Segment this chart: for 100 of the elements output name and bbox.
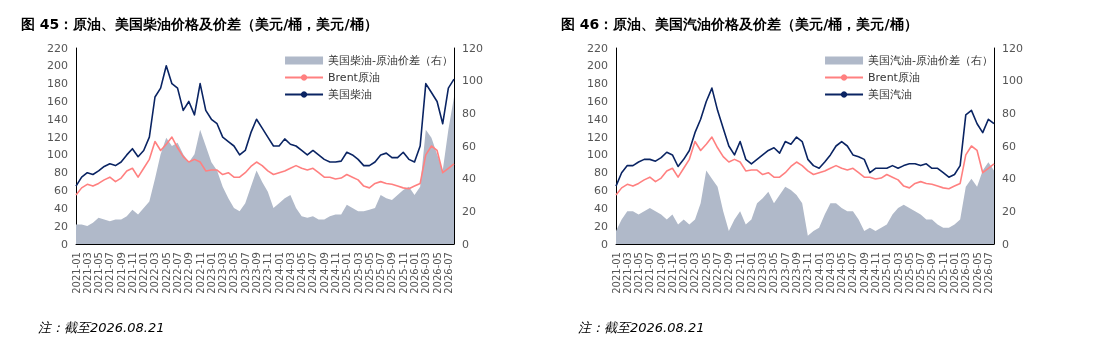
- line-series: [615, 87, 995, 187]
- x-tick-label: 2025-07: [375, 252, 387, 294]
- y-tick-label: 0: [601, 237, 608, 251]
- legend-label: Brent原油: [328, 71, 380, 84]
- y-tick-label: 100: [47, 148, 68, 162]
- y-tick-label: 100: [587, 148, 608, 162]
- x-tick-label: 2023-09: [251, 252, 263, 294]
- y2-tick-label: 100: [1002, 74, 1023, 88]
- y2-tick-label: 20: [462, 204, 476, 218]
- x-tick-label: 2023-09: [791, 252, 803, 294]
- y2-tick-label: 60: [1002, 139, 1016, 153]
- x-tick-label: 2023-03: [757, 252, 769, 294]
- x-tick-label: 2022-09: [183, 252, 195, 294]
- x-tick-label: 2024-09: [318, 252, 330, 294]
- x-tick-label: 2025-05: [363, 252, 375, 294]
- line-series: [75, 65, 455, 187]
- x-tick-label: 2026-01: [409, 252, 421, 294]
- x-tick-label: 2022-01: [138, 252, 150, 294]
- y-tick-label: 60: [54, 184, 68, 198]
- x-tick-label: 2024-03: [284, 252, 296, 294]
- x-tick-label: 2026-05: [971, 252, 983, 294]
- x-tick-label: 2021-07: [644, 252, 656, 294]
- y2-tick-label: 40: [1002, 172, 1016, 186]
- y-tick-label: 40: [594, 201, 608, 215]
- y2-tick-label: 20: [1002, 204, 1016, 218]
- x-tick-label: 2023-07: [779, 252, 791, 294]
- x-tick-label: 2022-05: [700, 252, 712, 294]
- y2-tick-label: 0: [1002, 237, 1009, 251]
- y2-tick-label: 120: [1002, 41, 1023, 55]
- y-tick-label: 200: [587, 59, 608, 73]
- x-tick-label: 2024-01: [813, 252, 825, 294]
- x-tick-label: 2022-11: [734, 252, 746, 294]
- x-tick-label: 2022-03: [149, 252, 161, 294]
- y2-tick-label: 40: [462, 172, 476, 186]
- x-tick-label: 2023-05: [228, 252, 240, 294]
- x-tick-label: 2024-05: [836, 252, 848, 294]
- x-tick-label: 2024-07: [847, 252, 859, 294]
- y-tick-label: 160: [587, 94, 608, 108]
- legend-label: 美国汽油: [868, 88, 913, 101]
- x-tick-label: 2022-01: [678, 252, 690, 294]
- legend-label: 美国汽油-原油价差（右）: [868, 54, 994, 67]
- y-tick-label: 20: [594, 219, 608, 233]
- x-tick-label: 2024-05: [296, 252, 308, 294]
- y-tick-label: 180: [587, 77, 608, 91]
- x-tick-label: 2022-11: [194, 252, 206, 294]
- x-tick-label: 2024-09: [858, 252, 870, 294]
- x-tick-label: 2021-05: [633, 252, 645, 294]
- x-tick-label: 2025-09: [926, 252, 938, 294]
- y-tick-label: 80: [54, 166, 68, 180]
- y-tick-label: 160: [47, 94, 68, 108]
- x-tick-label: 2026-05: [431, 252, 443, 294]
- x-tick-label: 2024-03: [824, 252, 836, 294]
- x-tick-label: 2023-05: [768, 252, 780, 294]
- y-tick-label: 140: [47, 112, 68, 126]
- x-tick-label: 2025-03: [892, 252, 904, 294]
- x-tick-label: 2022-03: [689, 252, 701, 294]
- x-tick-label: 2021-11: [666, 252, 678, 294]
- x-tick-label: 2023-03: [217, 252, 229, 294]
- text: 注：截至2026.08.21: [38, 320, 165, 335]
- line-series: [75, 136, 455, 196]
- y-tick-label: 40: [54, 201, 68, 215]
- x-tick-label: 2022-09: [723, 252, 735, 294]
- y-tick-label: 220: [587, 41, 608, 55]
- x-tick-label: 2025-05: [903, 252, 915, 294]
- x-tick-label: 2025-07: [915, 252, 927, 294]
- x-tick-label: 2021-11: [126, 252, 138, 294]
- y-tick-label: 200: [47, 59, 68, 73]
- x-tick-label: 2021-03: [621, 252, 633, 294]
- y-tick-label: 220: [47, 41, 68, 55]
- y-tick-label: 140: [587, 112, 608, 126]
- y-tick-label: 60: [594, 184, 608, 198]
- x-tick-label: 2023-01: [205, 252, 217, 294]
- x-tick-label: 2025-11: [937, 252, 949, 294]
- x-tick-label: 2022-07: [172, 252, 184, 294]
- x-tick-label: 2023-01: [745, 252, 757, 294]
- y2-tick-label: 100: [462, 74, 483, 88]
- x-tick-label: 2021-07: [104, 252, 116, 294]
- legend-label: 美国柴油-原油价差（右）: [328, 54, 454, 67]
- y2-tick-label: 0: [462, 237, 469, 251]
- x-tick-label: 2021-09: [115, 252, 127, 294]
- chart-title: 图 46：原油、美国汽油价格及价差（美元/桶，美元/桶）: [561, 16, 918, 32]
- legend-label: 美国柴油: [328, 88, 373, 101]
- x-tick-label: 2025-03: [352, 252, 364, 294]
- y-tick-label: 120: [587, 130, 608, 144]
- x-tick-label: 2026-03: [960, 252, 972, 294]
- x-tick-label: 2026-01: [949, 252, 961, 294]
- y-tick-label: 0: [61, 237, 68, 251]
- x-tick-label: 2025-01: [341, 252, 353, 294]
- y2-tick-label: 80: [1002, 106, 1016, 120]
- y-tick-label: 80: [594, 166, 608, 180]
- x-tick-label: 2024-11: [330, 252, 342, 294]
- chart-title: 图 45：原油、美国柴油价格及价差（美元/桶，美元/桶）: [21, 16, 378, 32]
- x-tick-label: 2021-01: [610, 252, 622, 294]
- x-tick-label: 2025-09: [386, 252, 398, 294]
- x-tick-label: 2022-07: [712, 252, 724, 294]
- x-tick-label: 2026-03: [420, 252, 432, 294]
- y-tick-label: 20: [54, 219, 68, 233]
- x-tick-label: 2021-05: [93, 252, 105, 294]
- x-tick-label: 2021-09: [655, 252, 667, 294]
- y-tick-label: 120: [47, 130, 68, 144]
